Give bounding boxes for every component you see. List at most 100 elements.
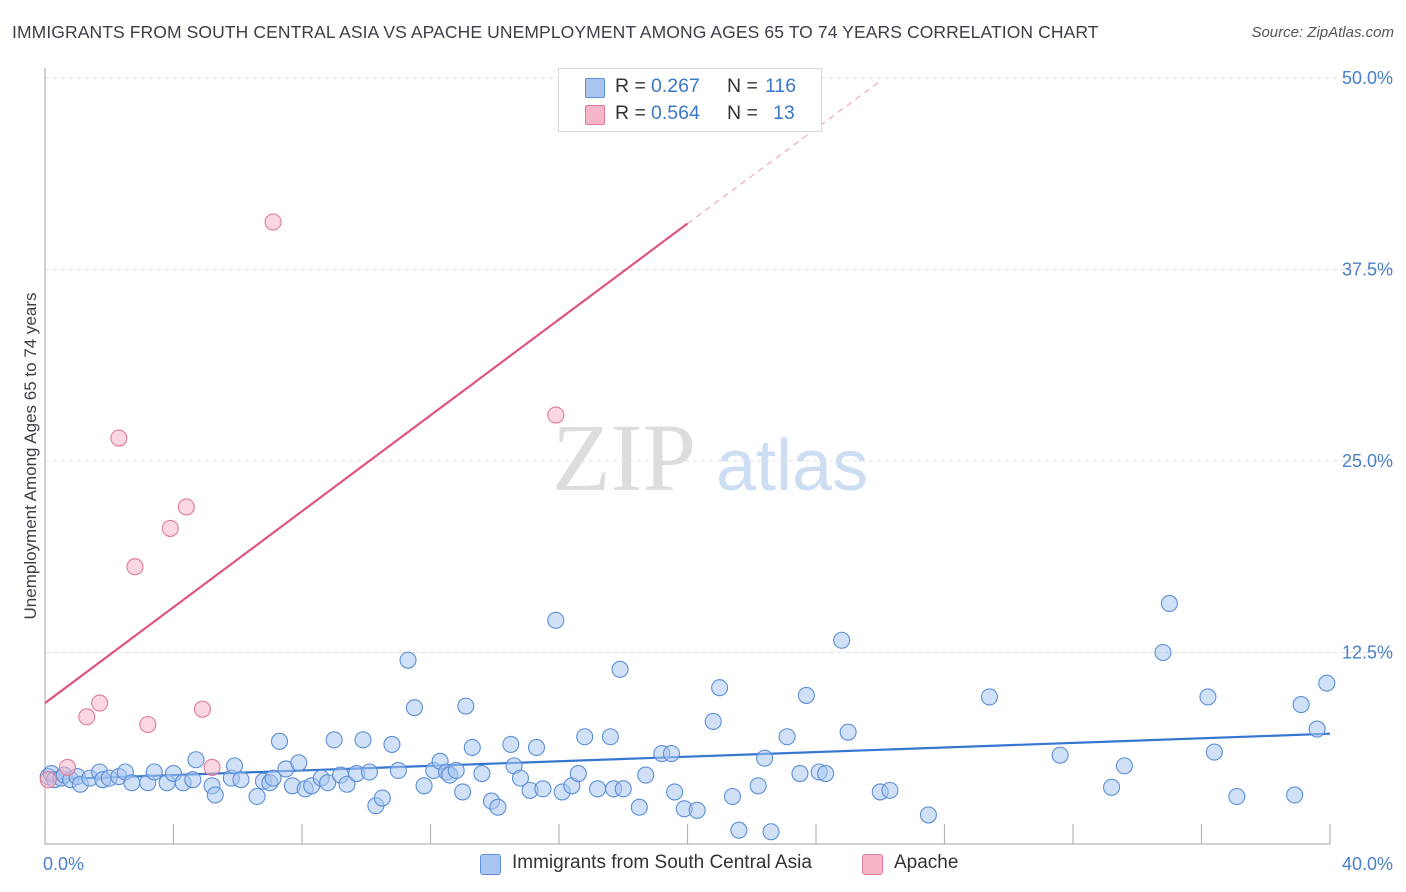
point-immigrants [360, 763, 379, 781]
point-immigrants [1292, 696, 1310, 714]
point-immigrants [576, 728, 594, 746]
y-tick-label: 37.5% [1342, 260, 1393, 280]
point-immigrants [389, 761, 407, 780]
point-immigrants [354, 731, 372, 749]
point-immigrants [184, 771, 202, 789]
y-tick-labels: 12.5% 25.0% 37.5% 50.0% [1342, 68, 1393, 663]
point-immigrants [1205, 743, 1223, 761]
point-immigrants [454, 783, 472, 801]
point-immigrants [1308, 720, 1326, 738]
point-immigrants [1199, 688, 1217, 706]
x-tick-labels: 0.0% 40.0% [43, 854, 1393, 874]
point-apache [91, 694, 109, 712]
point-immigrants [502, 735, 520, 753]
point-immigrants [569, 764, 587, 783]
point-immigrants [919, 806, 937, 824]
point-apache [161, 519, 179, 537]
trend-line-immigrants [44, 732, 1331, 781]
point-immigrants [723, 787, 742, 806]
point-immigrants [704, 712, 722, 730]
legend-n-label: N = [727, 75, 758, 97]
point-immigrants [980, 688, 999, 706]
point-immigrants [1115, 757, 1133, 775]
y-axis-label: Unemployment Among Ages 65 to 74 years [21, 293, 40, 620]
point-apache [203, 758, 221, 776]
point-immigrants [473, 764, 491, 783]
point-immigrants [611, 660, 629, 678]
trend-lines [44, 80, 1331, 781]
legend-swatch-immigrants [585, 78, 605, 98]
point-apache [177, 498, 195, 516]
y-tick-label: 50.0% [1342, 68, 1393, 88]
point-immigrants [881, 781, 899, 799]
legend-n-value: 116 [765, 75, 797, 97]
point-immigrants [601, 728, 619, 746]
point-immigrants [1286, 786, 1304, 804]
point-immigrants [399, 651, 417, 669]
point-immigrants [463, 738, 481, 757]
point-apache [39, 771, 57, 789]
point-immigrants [1160, 594, 1178, 613]
x-tick-label-min: 0.0% [43, 854, 84, 874]
watermark: ZIP atlas [552, 404, 868, 511]
watermark-atlas: atlas [716, 426, 868, 506]
point-apache [547, 406, 565, 424]
point-immigrants [662, 745, 680, 763]
bottom-legend-label-immigrants: Immigrants from South Central Asia [512, 852, 812, 873]
point-apache [126, 558, 144, 576]
point-immigrants [756, 749, 774, 767]
point-immigrants [833, 631, 851, 649]
point-immigrants [666, 783, 684, 801]
point-apache [58, 758, 77, 776]
point-immigrants [457, 697, 475, 715]
point-immigrants [711, 679, 729, 697]
point-immigrants [290, 754, 308, 772]
point-immigrants [547, 611, 565, 629]
source-label: Source: ZipAtlas.com [1251, 24, 1394, 41]
point-immigrants [489, 798, 507, 816]
point-immigrants [511, 769, 530, 787]
point-immigrants [264, 769, 282, 787]
legend-r-label: R = [615, 75, 646, 97]
x-tick-label-max: 40.0% [1342, 854, 1393, 874]
legend-r-value: 0.267 [651, 75, 700, 97]
point-immigrants [614, 780, 632, 798]
legend-r-value: 0.564 [651, 102, 700, 124]
point-immigrants [123, 774, 141, 792]
legend-r-label: R = [615, 102, 646, 124]
bottom-legend-swatch-immigrants [480, 854, 501, 875]
point-immigrants [730, 821, 748, 839]
point-immigrants [319, 774, 337, 792]
point-immigrants [778, 728, 796, 746]
bottom-legend-label-apache: Apache [894, 852, 959, 873]
point-immigrants [527, 738, 546, 757]
legend-swatch-apache [585, 105, 605, 125]
point-immigrants [688, 801, 706, 819]
trend-line-extension [687, 80, 881, 224]
point-immigrants [248, 787, 266, 806]
legend-n-value: 13 [773, 102, 795, 124]
point-immigrants [145, 763, 163, 781]
point-immigrants [206, 786, 224, 804]
point-immigrants [373, 789, 391, 807]
point-immigrants [749, 777, 767, 795]
point-immigrants [325, 731, 343, 749]
data-points [39, 213, 1336, 841]
point-immigrants [588, 780, 607, 798]
point-immigrants [817, 764, 835, 783]
point-apache [78, 708, 96, 726]
watermark-zip: ZIP [552, 404, 696, 511]
point-immigrants [797, 686, 815, 704]
point-immigrants [447, 761, 465, 780]
point-immigrants [270, 732, 289, 750]
point-immigrants [637, 766, 655, 784]
point-immigrants [1051, 746, 1069, 764]
point-immigrants [1318, 674, 1336, 692]
point-immigrants [225, 757, 244, 775]
chart-title: IMMIGRANTS FROM SOUTH CENTRAL ASIA VS AP… [12, 22, 1099, 42]
point-apache [139, 715, 157, 734]
point-immigrants [1103, 778, 1121, 796]
point-immigrants [232, 771, 250, 789]
point-immigrants [383, 735, 401, 753]
